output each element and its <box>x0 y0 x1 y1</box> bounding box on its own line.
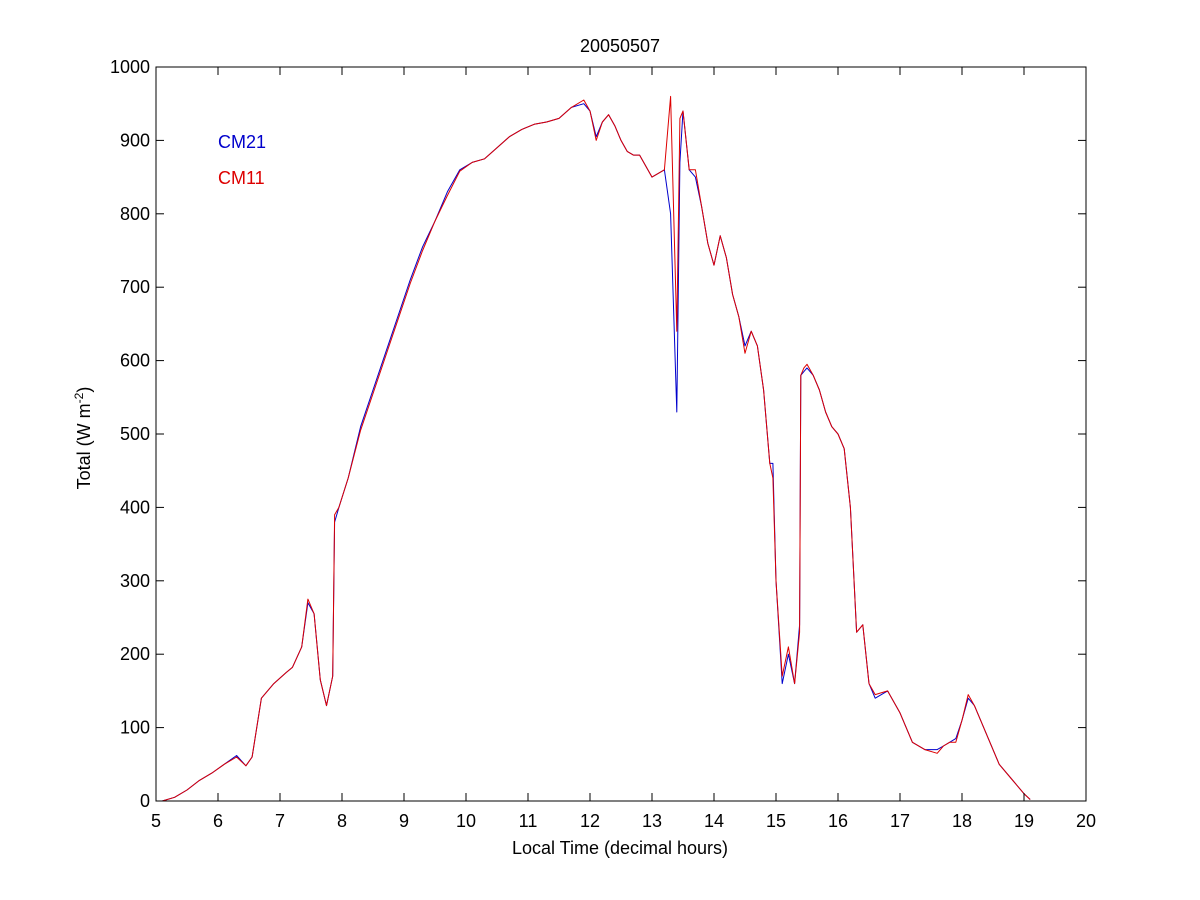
y-tick-label: 300 <box>120 571 150 591</box>
legend-entry-cm21: CM21 <box>218 132 266 152</box>
series-line-cm11 <box>162 95 1031 802</box>
y-axis-label-main: Total (W m <box>74 403 94 489</box>
y-axis-label-end: ) <box>74 387 94 393</box>
y-tick-label: 1000 <box>110 57 150 77</box>
x-tick-label: 9 <box>399 811 409 831</box>
y-tick-label: 400 <box>120 497 150 517</box>
legend-entry-cm11: CM11 <box>218 168 265 188</box>
y-axis-label: Total (W m-2) <box>72 387 94 490</box>
y-tick-label: 600 <box>120 351 150 371</box>
x-tick-label: 15 <box>766 811 786 831</box>
x-tick-label: 14 <box>704 811 724 831</box>
x-tick-label: 18 <box>952 811 972 831</box>
y-tick-label: 100 <box>120 718 150 738</box>
y-tick-label: 900 <box>120 130 150 150</box>
y-tick-label: 0 <box>140 791 150 811</box>
x-tick-label: 13 <box>642 811 662 831</box>
x-axis-label: Local Time (decimal hours) <box>512 838 728 858</box>
axes-layer: 5 6 7 8 9 10 11 12 13 14 15 16 17 18 19 200100200300400… <box>110 57 1096 831</box>
series-layer <box>162 95 1031 802</box>
chart-title: 20050507 <box>580 36 660 56</box>
x-tick-label: 5 <box>151 811 161 831</box>
x-tick-label: 19 <box>1014 811 1034 831</box>
y-tick-label: 800 <box>120 204 150 224</box>
x-tick-label: 10 <box>456 811 476 831</box>
x-tick-label: 16 <box>828 811 848 831</box>
x-tick-label: 6 <box>213 811 223 831</box>
legend: CM21 CM11 <box>218 132 266 188</box>
axes-box <box>155 66 1087 802</box>
y-tick-label: 500 <box>120 424 150 444</box>
x-tick-label: 17 <box>890 811 910 831</box>
x-tick-label: 20 <box>1076 811 1096 831</box>
x-tick-label: 8 <box>337 811 347 831</box>
series-line-cm21 <box>162 103 1031 802</box>
y-tick-label: 200 <box>120 644 150 664</box>
y-tick-label: 700 <box>120 277 150 297</box>
x-tick-label: 12 <box>580 811 600 831</box>
y-axis-label-sup: -2 <box>72 392 86 403</box>
x-tick-label: 11 <box>519 811 538 831</box>
x-tick-label: 7 <box>275 811 285 831</box>
